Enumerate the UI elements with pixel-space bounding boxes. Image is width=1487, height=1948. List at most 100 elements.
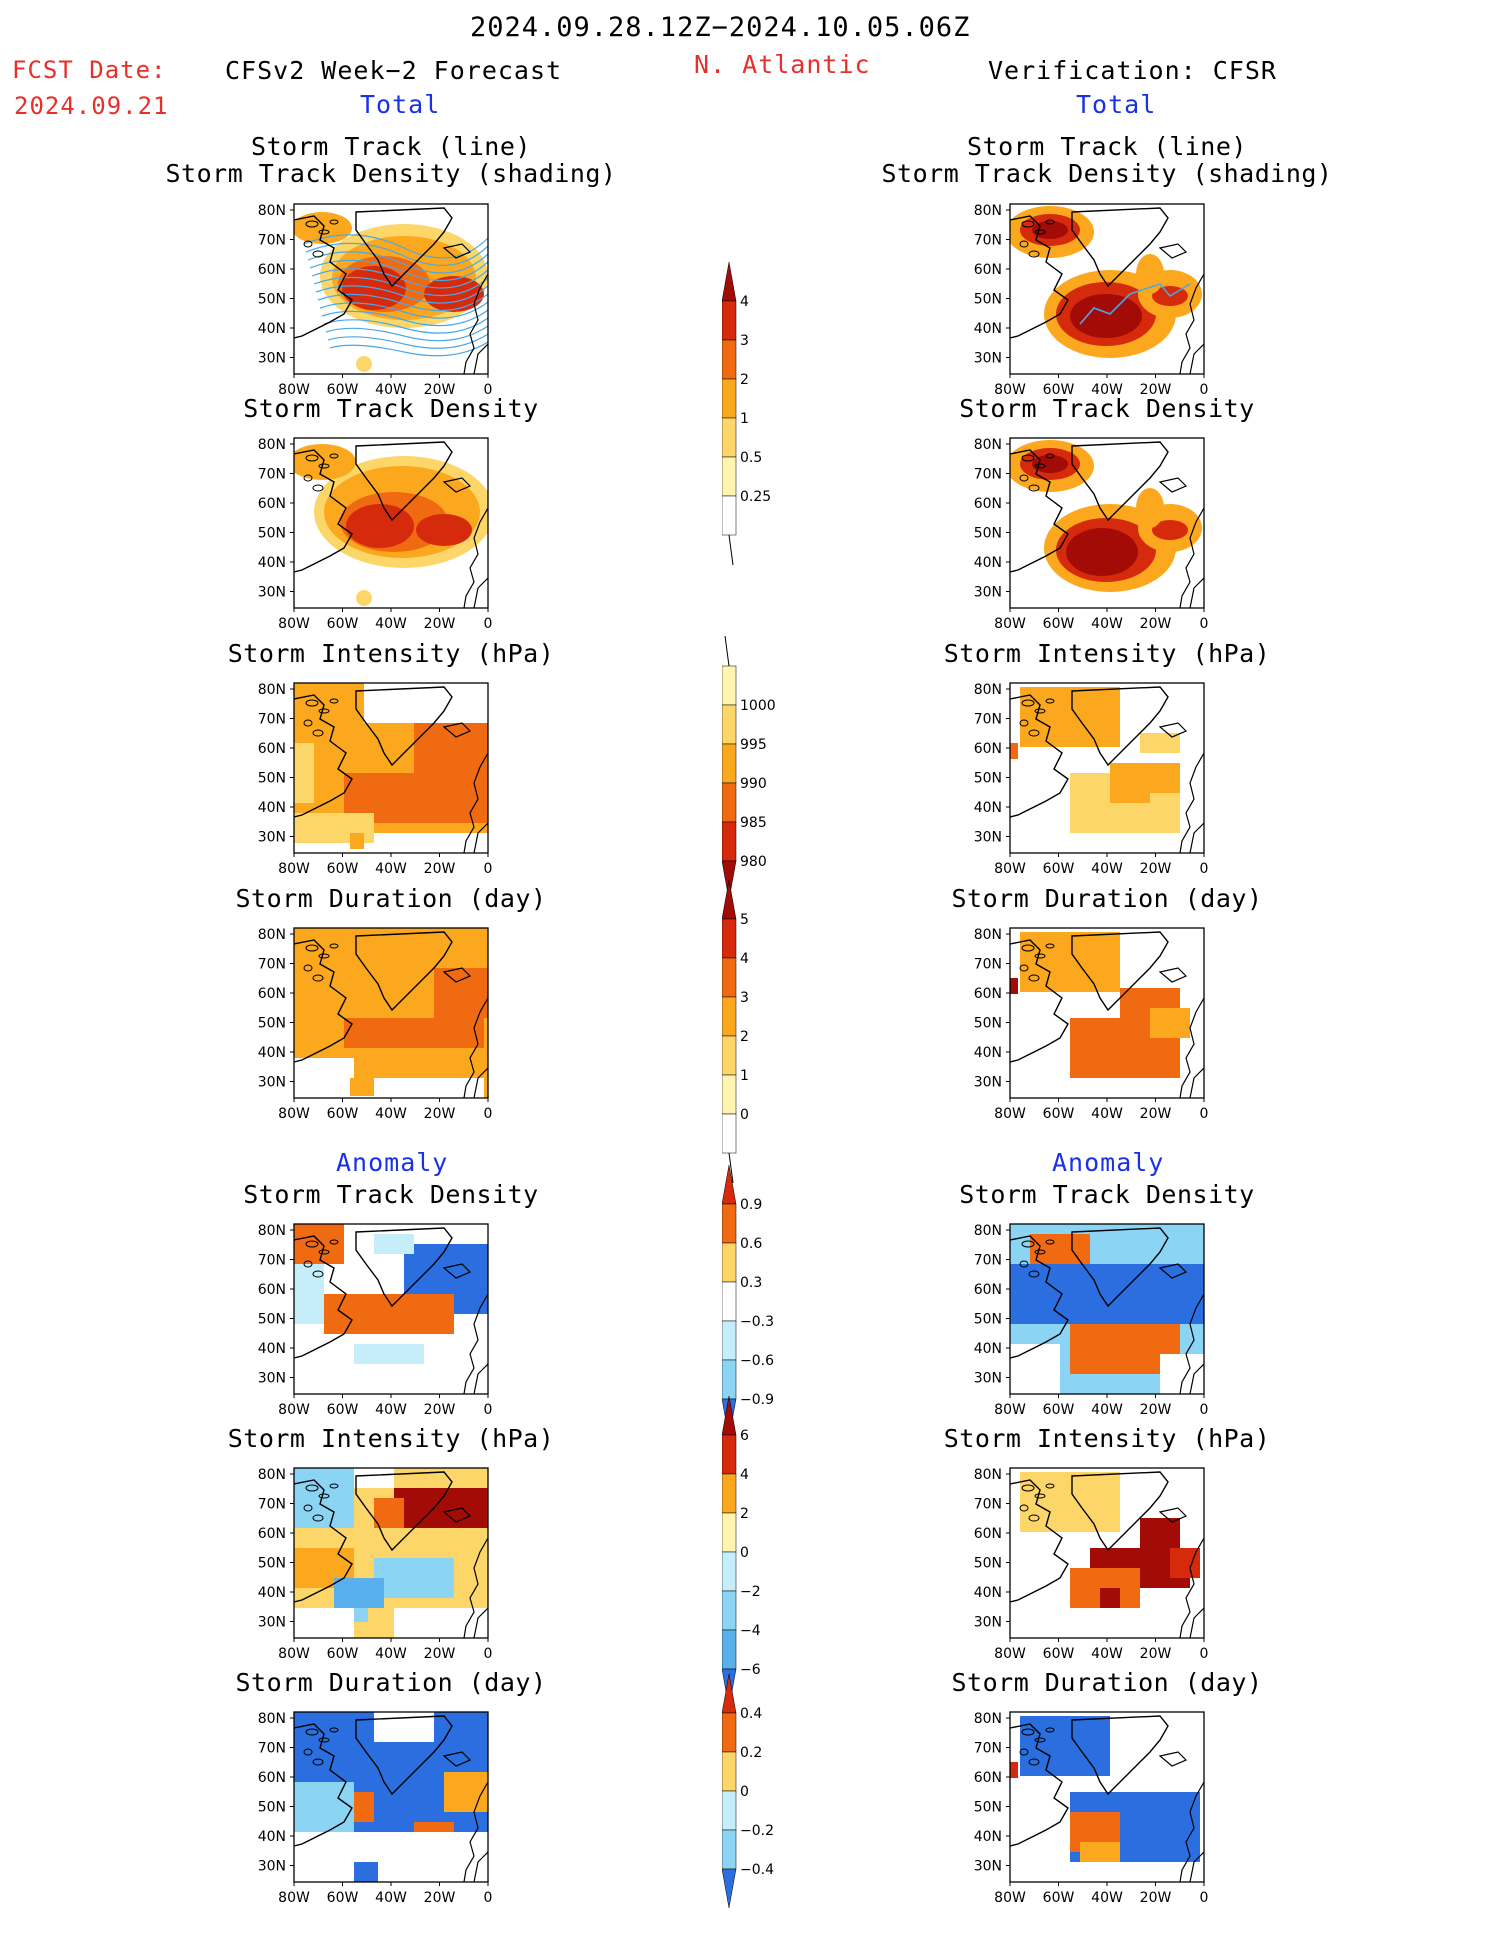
lat-tick-label: 40N [974,555,1002,571]
verification-panel-5-title-0: Storm Intensity (hPa) [943,1424,1271,1453]
lon-tick-label: 0 [484,1646,493,1662]
colorbar-tick-label: −4 [740,1623,761,1639]
lat-tick-label: 80N [258,1223,286,1239]
verification-title: Verification: CFSR [988,56,1277,85]
lon-tick-label: 60W [1043,382,1075,398]
colorbar-tick-label: 0.3 [740,1275,762,1291]
lon-tick-label: 80W [994,1646,1026,1662]
lat-tick-label: 50N [258,526,286,542]
lon-tick-label: 0 [1200,1890,1209,1906]
colorbar-tick-label: −6 [740,1662,761,1678]
colorbar-tick-label: 0 [740,1107,749,1123]
colorbar-tick-label: 4 [740,1467,749,1483]
forecast-map-0: 80N 70N 60N 50N 40N 30N 80W 60W 40W 20W 0 [258,203,493,398]
colorbar-tick-label: 3 [740,990,749,1006]
lat-tick-label: 60N [258,741,286,757]
lat-tick-label: 30N [258,585,286,601]
lon-tick-label: 80W [994,616,1026,632]
lat-tick-label: 60N [974,262,1002,278]
colorbar-tick-label: 985 [740,815,767,831]
lat-tick-label: 70N [974,712,1002,728]
lon-tick-label: 60W [327,1106,359,1122]
lon-tick-label: 0 [484,1402,493,1418]
lat-tick-label: 40N [974,1585,1002,1601]
lon-tick-label: 60W [1043,1106,1075,1122]
lat-tick-label: 60N [258,262,286,278]
lon-tick-label: 80W [994,382,1026,398]
forecast-panel-2-title-0: Storm Intensity (hPa) [227,639,555,668]
lat-tick-label: 50N [974,1556,1002,1572]
intensity-total-colorbar: 1000 995 990 985 980 [722,635,776,901]
colorbar-tick-label: 0.4 [740,1706,762,1722]
lon-tick-label: 0 [1200,1646,1209,1662]
lat-tick-label: 50N [974,292,1002,308]
lon-tick-label: 40W [375,382,407,398]
lat-tick-label: 30N [258,1371,286,1387]
verification-map-5: 80N 70N 60N 50N 40N 30N 80W 60W 40W 20W 0 [974,1467,1209,1662]
colorbar-tick-label: 1 [740,1068,749,1084]
lat-tick-label: 30N [974,351,1002,367]
lat-tick-label: 50N [258,1016,286,1032]
lat-tick-label: 80N [974,1711,1002,1727]
lon-tick-label: 40W [1091,1890,1123,1906]
verification-map-0: 80N 70N 60N 50N 40N 30N 80W 60W 40W 20W 0 [974,203,1209,398]
lon-tick-label: 0 [484,616,493,632]
anomaly-right-title: Anomaly [1052,1148,1165,1177]
lon-tick-label: 80W [278,1646,310,1662]
colorbar-tick-label: 995 [740,737,767,753]
lat-tick-label: 50N [974,526,1002,542]
lat-tick-label: 40N [258,1829,286,1845]
forecast-map-6: 80N 70N 60N 50N 40N 30N 80W 60W 40W 20W 0 [258,1711,493,1906]
lon-tick-label: 80W [278,861,310,877]
lat-tick-label: 60N [974,1770,1002,1786]
lat-tick-label: 80N [974,437,1002,453]
lon-tick-label: 80W [994,1106,1026,1122]
lat-tick-label: 60N [258,496,286,512]
lat-tick-label: 60N [974,1282,1002,1298]
lat-tick-label: 40N [258,1341,286,1357]
lon-tick-label: 60W [327,616,359,632]
colorbar-tick-label: 0 [740,1784,749,1800]
colorbar-tick-label: 0.25 [740,489,771,505]
lon-tick-label: 20W [424,1890,456,1906]
lat-tick-label: 30N [974,585,1002,601]
lon-tick-label: 20W [1140,1402,1172,1418]
lon-tick-label: 20W [1140,861,1172,877]
verification-panel-2-title-0: Storm Intensity (hPa) [943,639,1271,668]
lat-tick-label: 40N [974,1341,1002,1357]
total-right-title: Total [1076,90,1157,119]
lat-tick-label: 40N [974,1045,1002,1061]
lon-tick-label: 0 [1200,861,1209,877]
lat-tick-label: 30N [974,830,1002,846]
forecast-panel-1-title-0: Storm Track Density [243,394,539,423]
verification-map-4: 80N 70N 60N 50N 40N 30N 80W 60W 40W 20W 0 [974,1223,1209,1418]
colorbar-tick-label: 2 [740,372,749,388]
lat-tick-label: 80N [258,437,286,453]
colorbar-tick-label: 2 [740,1029,749,1045]
lat-tick-label: 60N [258,986,286,1002]
duration-total-colorbar: 5 4 3 2 1 0 [722,879,749,1184]
lat-tick-label: 60N [974,1526,1002,1542]
lon-tick-label: 20W [424,382,456,398]
lon-tick-label: 20W [1140,1106,1172,1122]
colorbar-tick-label: 5 [740,912,749,928]
lon-tick-label: 20W [1140,382,1172,398]
lon-tick-label: 40W [1091,382,1123,398]
verification-map-6: 80N 70N 60N 50N 40N 30N 80W 60W 40W 20W 0 [974,1711,1209,1906]
lat-tick-label: 40N [974,800,1002,816]
forecast-map-1: 80N 70N 60N 50N 40N 30N 80W 60W 40W 20W 0 [258,437,493,632]
forecast-panel-5-title-0: Storm Intensity (hPa) [227,1424,555,1453]
colorbar-tick-label: −0.2 [740,1823,774,1839]
lon-tick-label: 40W [375,861,407,877]
lat-tick-label: 70N [258,1741,286,1757]
colorbar-tick-label: −0.6 [740,1353,774,1369]
lon-tick-label: 0 [484,382,493,398]
verification-panel-4-title-0: Storm Track Density [959,1180,1255,1209]
lat-tick-label: 30N [258,830,286,846]
lat-tick-label: 30N [974,1859,1002,1875]
lat-tick-label: 70N [258,712,286,728]
colorbar-tick-label: 990 [740,776,767,792]
period-title: 2024.09.28.12Z−2024.10.05.06Z [470,12,971,43]
colorbar-tick-label: 0 [740,1545,749,1561]
lon-tick-label: 60W [327,861,359,877]
